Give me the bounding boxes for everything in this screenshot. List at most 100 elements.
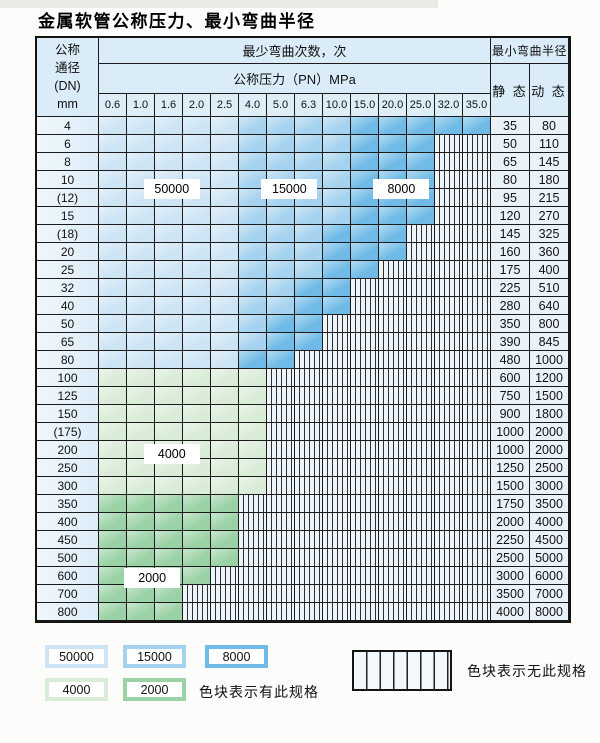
dynamic-radius-value: 3000 — [530, 477, 569, 495]
spec-cell — [99, 279, 127, 297]
no-spec-cell — [463, 423, 491, 441]
dn-value: 6 — [37, 135, 99, 153]
no-spec-cell — [435, 441, 463, 459]
no-spec-cell — [267, 531, 295, 549]
no-spec-cell — [435, 189, 463, 207]
no-spec-cell — [463, 225, 491, 243]
spec-cell — [183, 513, 211, 531]
spec-cell — [351, 117, 379, 135]
spec-cell — [323, 225, 351, 243]
no-spec-cell — [295, 603, 323, 621]
spec-cell — [211, 171, 239, 189]
no-spec-cell — [379, 279, 407, 297]
spec-cell — [211, 351, 239, 369]
no-spec-cell — [239, 549, 267, 567]
spec-cell — [435, 117, 463, 135]
no-spec-cell — [323, 549, 351, 567]
spec-cell — [211, 261, 239, 279]
no-spec-cell — [407, 477, 435, 495]
no-spec-cell — [435, 513, 463, 531]
static-radius-value: 480 — [491, 351, 530, 369]
no-spec-cell — [435, 315, 463, 333]
no-spec-cell — [379, 603, 407, 621]
spec-cell — [351, 153, 379, 171]
static-radius-value: 1250 — [491, 459, 530, 477]
spec-cell — [99, 117, 127, 135]
no-spec-cell — [407, 495, 435, 513]
no-spec-cell — [463, 351, 491, 369]
spec-cell — [155, 225, 183, 243]
dn-value: 4 — [37, 117, 99, 135]
spec-cell — [183, 405, 211, 423]
spec-cell — [211, 387, 239, 405]
no-spec-cell — [463, 261, 491, 279]
spec-cell — [239, 189, 267, 207]
no-spec-cell — [323, 405, 351, 423]
spec-cell — [155, 351, 183, 369]
no-spec-cell — [295, 567, 323, 585]
spec-cell — [99, 351, 127, 369]
spec-cell — [239, 315, 267, 333]
legend-exists-text: 色块表示有此规格 — [199, 684, 319, 700]
spec-cell — [211, 459, 239, 477]
spec-cell — [407, 117, 435, 135]
spec-cell — [323, 117, 351, 135]
no-spec-cell — [435, 423, 463, 441]
spec-cell — [99, 297, 127, 315]
spec-cell — [211, 207, 239, 225]
no-spec-cell — [183, 585, 211, 603]
dynamic-radius-value: 180 — [530, 171, 569, 189]
pressure-column-1.0: 1.0 — [127, 94, 155, 117]
no-spec-cell — [435, 153, 463, 171]
spec-cell — [211, 117, 239, 135]
dynamic-radius-value: 6000 — [530, 567, 569, 585]
no-spec-cell — [407, 513, 435, 531]
spec-cell — [99, 171, 127, 189]
spec-cell — [183, 495, 211, 513]
legend-label: 15000 — [127, 649, 182, 664]
spec-cell — [155, 261, 183, 279]
dn-value: 600 — [37, 567, 99, 585]
no-spec-cell — [463, 513, 491, 531]
spec-cell — [379, 243, 407, 261]
spec-cell — [211, 531, 239, 549]
pressure-column-6.3: 6.3 — [295, 94, 323, 117]
pressure-column-25.0: 25.0 — [407, 94, 435, 117]
dn-value: 8 — [37, 153, 99, 171]
dn-value: 800 — [37, 603, 99, 621]
no-spec-cell — [211, 603, 239, 621]
no-spec-cell — [463, 135, 491, 153]
spec-cell — [463, 117, 491, 135]
dn-value: 300 — [37, 477, 99, 495]
spec-cell — [183, 315, 211, 333]
spec-cell — [183, 369, 211, 387]
no-spec-cell — [435, 225, 463, 243]
no-spec-cell — [295, 423, 323, 441]
dynamic-column-header: 动 态 — [530, 64, 569, 117]
no-spec-cell — [435, 333, 463, 351]
dn-value: 200 — [37, 441, 99, 459]
spec-cell — [127, 135, 155, 153]
spec-cell — [239, 387, 267, 405]
spec-cell — [267, 135, 295, 153]
spec-cell — [379, 153, 407, 171]
spec-cell — [267, 297, 295, 315]
no-spec-cell — [351, 531, 379, 549]
dynamic-radius-value: 4000 — [530, 513, 569, 531]
no-spec-cell — [463, 459, 491, 477]
dynamic-radius-value: 800 — [530, 315, 569, 333]
no-spec-cell — [323, 567, 351, 585]
no-spec-cell — [435, 279, 463, 297]
dn-value: 500 — [37, 549, 99, 567]
no-spec-cell — [323, 531, 351, 549]
legend-label: 50000 — [49, 649, 104, 664]
spec-cell — [211, 495, 239, 513]
spec-cell — [295, 225, 323, 243]
spec-cell — [127, 153, 155, 171]
spec-cell — [183, 279, 211, 297]
spec-cell — [183, 423, 211, 441]
spec-cell — [211, 225, 239, 243]
dynamic-radius-value: 2500 — [530, 459, 569, 477]
spec-cell — [127, 261, 155, 279]
spec-cell — [211, 333, 239, 351]
